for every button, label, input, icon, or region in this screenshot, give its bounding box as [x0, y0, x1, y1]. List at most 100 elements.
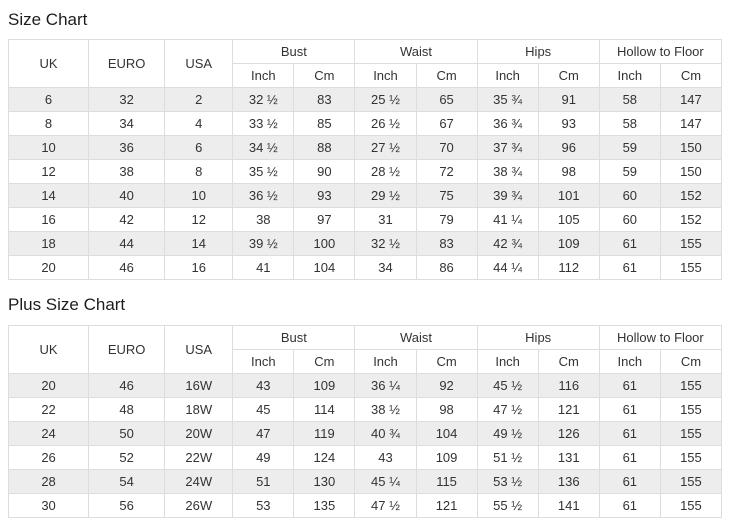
header-bust-cm: Cm [293, 348, 356, 374]
table-cell: 39 ¾ [476, 183, 539, 209]
table-cell: 152 [659, 183, 723, 209]
table-cell: 45 ¼ [354, 468, 417, 494]
header-waist-inch: Inch [354, 63, 417, 89]
table-cell: 22 [7, 396, 90, 422]
table-cell: 22W [164, 444, 234, 470]
table-row: 24 50 20W 47 119 40 ¾ 104 49 ½ 126 61 155 [7, 420, 723, 446]
table-cell: 109 [415, 444, 478, 470]
table-cell: 16 [164, 255, 234, 281]
table-cell: 116 [537, 372, 600, 398]
table-row: 10 36 6 34 ½ 88 27 ½ 70 37 ¾ 96 59 150 [7, 135, 723, 161]
table-cell: 42 [88, 207, 166, 233]
table-cell: 6 [7, 87, 90, 113]
table-cell: 121 [537, 396, 600, 422]
table-cell: 8 [7, 111, 90, 137]
table-cell: 104 [415, 420, 478, 446]
table-cell: 25 ½ [354, 87, 417, 113]
plus-size-chart-table: UK EURO USA Bust Waist Hips Hollow to Fl… [7, 324, 723, 518]
table-cell: 43 [232, 372, 295, 398]
table-cell: 34 ½ [232, 135, 295, 161]
table-cell: 2 [164, 87, 234, 113]
table-cell: 43 [354, 444, 417, 470]
table-cell: 38 ¾ [476, 159, 539, 185]
table-cell: 155 [659, 492, 723, 518]
table-cell: 150 [659, 159, 723, 185]
table-cell: 18W [164, 396, 234, 422]
table-cell: 41 ¼ [476, 207, 539, 233]
header-uk: UK [7, 324, 90, 374]
header-group-bust: Bust [232, 39, 356, 65]
table-row: 8 34 4 33 ½ 85 26 ½ 67 36 ¾ 93 58 147 [7, 111, 723, 137]
table-cell: 109 [293, 372, 356, 398]
table-cell: 114 [293, 396, 356, 422]
table-cell: 155 [659, 231, 723, 257]
table-row: 18 44 14 39 ½ 100 32 ½ 83 42 ¾ 109 61 155 [7, 231, 723, 257]
table-cell: 12 [164, 207, 234, 233]
table-cell: 97 [293, 207, 356, 233]
header-hollow-cm: Cm [659, 348, 723, 374]
table-cell: 20 [7, 255, 90, 281]
table-row: 14 40 10 36 ½ 93 29 ½ 75 39 ¾ 101 60 152 [7, 183, 723, 209]
header-hollow-cm: Cm [659, 63, 723, 89]
table-row: 12 38 8 35 ½ 90 28 ½ 72 38 ¾ 98 59 150 [7, 159, 723, 185]
table-cell: 37 ¾ [476, 135, 539, 161]
table-cell: 26W [164, 492, 234, 518]
header-euro: EURO [88, 39, 166, 89]
table-cell: 30 [7, 492, 90, 518]
table-cell: 75 [415, 183, 478, 209]
header-hollow-inch: Inch [598, 348, 661, 374]
table-cell: 104 [293, 255, 356, 281]
table-cell: 20W [164, 420, 234, 446]
table-cell: 24 [7, 420, 90, 446]
table-cell: 14 [7, 183, 90, 209]
table-cell: 65 [415, 87, 478, 113]
table-cell: 47 ½ [354, 492, 417, 518]
header-bust-inch: Inch [232, 348, 295, 374]
plus-size-chart-title: Plus Size Chart [8, 295, 126, 315]
table-cell: 51 ½ [476, 444, 539, 470]
table-cell: 121 [415, 492, 478, 518]
header-euro: EURO [88, 324, 166, 374]
table-cell: 14 [164, 231, 234, 257]
table-cell: 136 [537, 468, 600, 494]
table-cell: 45 [232, 396, 295, 422]
table-cell: 34 [88, 111, 166, 137]
table-cell: 155 [659, 468, 723, 494]
header-hips-inch: Inch [476, 348, 539, 374]
table-cell: 98 [415, 396, 478, 422]
table-cell: 150 [659, 135, 723, 161]
table-cell: 44 ¼ [476, 255, 539, 281]
table-cell: 152 [659, 207, 723, 233]
table-cell: 61 [598, 468, 661, 494]
table-cell: 55 ½ [476, 492, 539, 518]
header-group-hollow-to-floor: Hollow to Floor [598, 39, 723, 65]
table-cell: 38 [232, 207, 295, 233]
header-hips-cm: Cm [537, 348, 600, 374]
header-group-hollow-to-floor: Hollow to Floor [598, 324, 723, 350]
table-cell: 98 [537, 159, 600, 185]
table-cell: 58 [598, 87, 661, 113]
table-cell: 112 [537, 255, 600, 281]
table-cell: 45 ½ [476, 372, 539, 398]
table-cell: 8 [164, 159, 234, 185]
table-cell: 46 [88, 372, 166, 398]
table-cell: 18 [7, 231, 90, 257]
table-cell: 59 [598, 159, 661, 185]
table-cell: 20 [7, 372, 90, 398]
table-cell: 27 ½ [354, 135, 417, 161]
table-cell: 85 [293, 111, 356, 137]
table-cell: 36 ¼ [354, 372, 417, 398]
header-usa: USA [164, 324, 234, 374]
table-cell: 109 [537, 231, 600, 257]
table-cell: 42 ¾ [476, 231, 539, 257]
table-cell: 10 [164, 183, 234, 209]
table-cell: 79 [415, 207, 478, 233]
table-cell: 93 [293, 183, 356, 209]
table-cell: 59 [598, 135, 661, 161]
table-row: 20 46 16 41 104 34 86 44 ¼ 112 61 155 [7, 255, 723, 281]
table-cell: 48 [88, 396, 166, 422]
table-cell: 47 ½ [476, 396, 539, 422]
table-cell: 6 [164, 135, 234, 161]
table-cell: 44 [88, 231, 166, 257]
table-cell: 47 [232, 420, 295, 446]
